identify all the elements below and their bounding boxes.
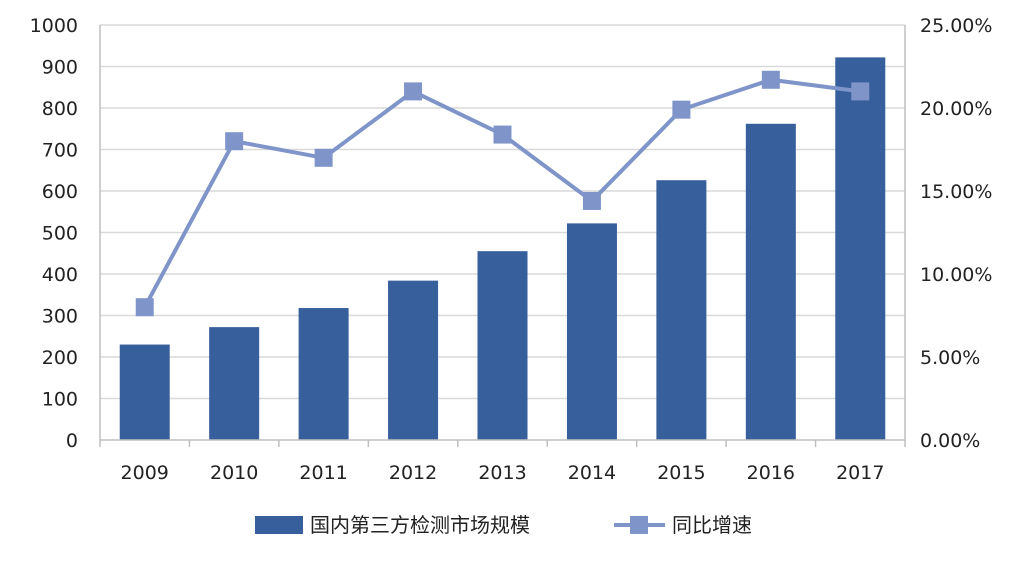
x-tick-label: 2017 [836,462,884,484]
y-left-tick-label: 600 [42,181,78,203]
y-right-tick-label: 20.00% [920,98,992,120]
y-left-tick-label: 900 [42,57,78,79]
line-marker [672,100,691,119]
line-marker [314,148,333,167]
legend: 国内第三方检测市场规模 同比增速 [255,513,752,537]
y-right-tick-label: 25.00% [920,15,992,37]
y-left-tick-label: 100 [42,389,78,411]
axes: 0 100 200 300 400 500 600 700 800 900 1000 0.00% 5.0… [30,15,993,484]
line-series [135,70,870,317]
line-marker [761,70,780,89]
y-left-tick-label: 700 [42,140,78,162]
y-left-tick-label: 800 [42,98,78,120]
y-left-tick-label: 500 [42,223,78,245]
y-right-tick-label: 0.00% [920,430,980,452]
line-marker [225,132,244,151]
x-tick-label: 2010 [210,462,258,484]
x-tick-label: 2009 [121,462,169,484]
y-left-tick-label: 400 [42,264,78,286]
legend-line-marker [630,516,648,534]
x-tick-label: 2014 [568,462,616,484]
legend-bar-label: 国内第三方检测市场规模 [310,513,530,537]
y-left-tick-label: 300 [42,306,78,328]
bar [298,308,349,440]
bar [209,327,260,440]
x-tick-label: 2016 [747,462,795,484]
x-tick-label: 2012 [389,462,437,484]
bar [656,180,707,440]
y-left-tick-label: 1000 [30,15,78,37]
x-tick-label: 2015 [657,462,705,484]
bar [388,280,439,440]
y-left-tick-label: 200 [42,347,78,369]
legend-line-label: 同比增速 [672,513,752,537]
bar [477,251,528,440]
x-tick-label: 2013 [478,462,526,484]
bar [119,344,170,440]
y-right-tick-label: 5.00% [920,347,980,369]
y-right-tick-label: 15.00% [920,181,992,203]
legend-bar-swatch [255,516,303,534]
line-marker [851,82,870,101]
bar [566,223,617,440]
bar [745,123,796,441]
y-right-tick-label: 10.00% [920,264,992,286]
line-marker [404,82,423,101]
bar-series [119,57,886,441]
y-left-tick-label: 0 [66,430,78,452]
x-tick-label: 2011 [299,462,347,484]
bar [835,57,886,441]
line-marker [135,298,154,317]
line-marker [582,191,601,210]
line-marker [493,125,512,144]
